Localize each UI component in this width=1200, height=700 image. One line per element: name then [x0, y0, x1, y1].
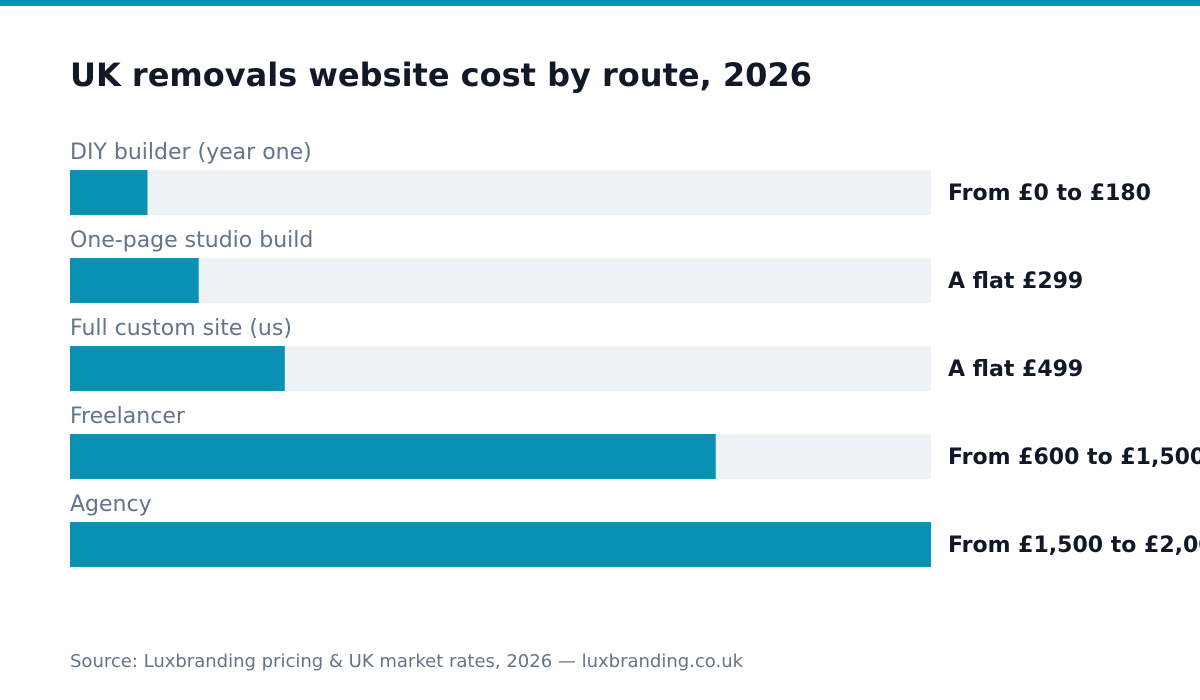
value-label: A flat £299	[948, 269, 1083, 294]
bar	[70, 346, 285, 391]
chart-title: UK removals website cost by route, 2026	[70, 56, 812, 94]
bar	[70, 170, 148, 215]
category-label: One-page studio build	[70, 228, 313, 253]
bar	[70, 258, 199, 303]
value-label: From £0 to £180	[948, 181, 1151, 206]
value-label: From £600 to £1,500	[948, 445, 1200, 470]
bar	[70, 522, 931, 567]
source-note: Source: Luxbranding pricing & UK market …	[70, 651, 744, 672]
category-label: Full custom site (us)	[70, 316, 292, 341]
category-label: DIY builder (year one)	[70, 140, 312, 165]
value-label: A flat £499	[948, 357, 1083, 382]
category-label: Freelancer	[70, 404, 186, 429]
bar-track	[70, 258, 931, 303]
top-accent-strip	[0, 0, 1200, 6]
value-label: From £1,500 to £2,000	[948, 533, 1200, 558]
category-label: Agency	[70, 492, 152, 517]
bar-track	[70, 170, 931, 215]
bar	[70, 434, 716, 479]
